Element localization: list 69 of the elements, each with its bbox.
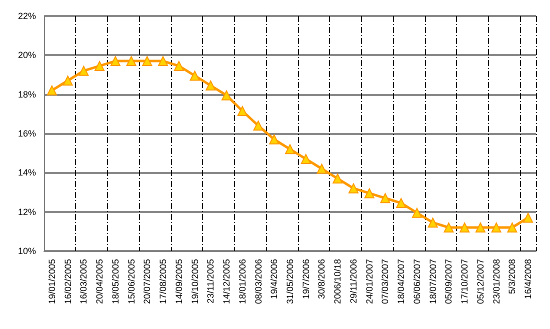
y-tick-label: 12% [18, 206, 36, 217]
point [444, 222, 454, 232]
point [237, 106, 248, 116]
y-tick-label: 22% [18, 11, 36, 21]
x-tick-label: 31/05/2006 [285, 259, 295, 304]
x-tick-label: 20/04/2005 [94, 259, 105, 304]
x-tick-label: 24/01/2007 [364, 259, 374, 304]
point [253, 120, 264, 131]
point [332, 174, 343, 184]
x-tick-label: 2006/10/18 [332, 259, 343, 304]
x-tick-label: 15/06/2005 [126, 259, 136, 304]
x-tick-label: 07/03/2007 [380, 259, 390, 304]
x-tick-label: 23/01/2008 [491, 259, 502, 304]
x-tick-label: 23/11/2005 [206, 259, 216, 304]
x-tick-label: 08/03/2006 [253, 259, 264, 304]
point [428, 218, 438, 228]
y-tick-label: 10% [18, 246, 36, 256]
point [300, 154, 311, 164]
x-tick-label: 20/07/2005 [142, 259, 152, 304]
point [222, 90, 232, 100]
x-tick-label: 05/12/2007 [475, 259, 486, 304]
point [285, 144, 295, 154]
x-tick-label: 16/03/2005 [78, 259, 89, 304]
x-tick-label: 29/11/2006 [348, 259, 358, 304]
x-tick-label: 18/04/2007 [396, 259, 406, 304]
x-tick-label: 18/05/2005 [110, 259, 120, 304]
point [316, 164, 327, 174]
x-tick-label: 19/10/2005 [190, 259, 200, 304]
point [94, 60, 105, 71]
x-tick-label: 19/4/2006 [269, 259, 280, 300]
x-tick-label: 30/8/2006 [316, 259, 327, 300]
point [206, 80, 216, 91]
point [142, 56, 152, 66]
x-tick-label: 16/02/2005 [62, 259, 73, 304]
x-tick-label: 17/08/2005 [158, 259, 168, 304]
point [62, 76, 73, 86]
x-tick-label: 17/10/2007 [460, 259, 470, 304]
point [460, 222, 470, 232]
point [507, 222, 518, 232]
x-tick-label: 18/01/2006 [237, 259, 248, 304]
point [269, 134, 280, 144]
y-tick-label: 20% [18, 50, 36, 60]
x-tick-label: 18/07/2007 [428, 259, 438, 304]
point [174, 60, 184, 71]
x-tick-label: 05/09/2007 [444, 259, 454, 304]
y-tick-label: 16% [18, 128, 36, 138]
x-tick-label: 06/06/2007 [412, 259, 422, 304]
y-tick-label: 18% [18, 89, 36, 100]
point [158, 56, 168, 66]
point [190, 70, 200, 81]
x-tick-label: 19/01/2005 [46, 259, 57, 304]
x-tick-label: 14/12/2005 [222, 259, 232, 304]
x-tick-label: 14/09/2005 [174, 259, 184, 304]
y-tick-label: 14% [18, 168, 36, 178]
point [380, 193, 390, 204]
point [126, 56, 136, 66]
x-tick-label: 16/4/2008 [523, 259, 534, 300]
point [523, 212, 534, 223]
point [475, 222, 486, 232]
point [364, 188, 374, 198]
point [46, 85, 57, 96]
x-tick-label: 5/3/2008 [507, 259, 518, 294]
point [396, 198, 406, 208]
point [348, 183, 358, 194]
point [412, 208, 422, 218]
x-tick-label: 19/7/2006 [300, 259, 311, 300]
point [110, 56, 120, 66]
point [78, 66, 89, 76]
point [491, 222, 502, 232]
